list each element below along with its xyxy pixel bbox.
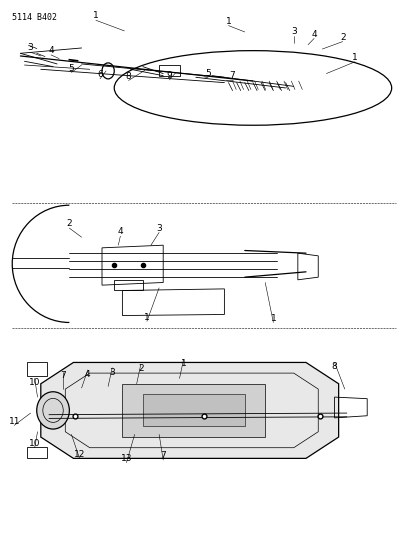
Text: 10: 10 xyxy=(29,439,40,448)
Text: 1: 1 xyxy=(226,17,231,26)
Text: 1: 1 xyxy=(352,53,358,62)
Text: 1: 1 xyxy=(271,314,276,322)
Text: 4: 4 xyxy=(118,228,123,236)
Text: 6: 6 xyxy=(97,70,103,79)
Text: 11: 11 xyxy=(9,417,20,425)
Text: 4: 4 xyxy=(85,370,91,378)
Text: 1: 1 xyxy=(93,12,99,20)
Text: 4: 4 xyxy=(311,30,317,38)
Text: 9: 9 xyxy=(166,71,172,80)
Text: 7: 7 xyxy=(160,451,166,460)
Text: 5: 5 xyxy=(205,69,211,78)
Polygon shape xyxy=(41,362,339,458)
Text: 5114 B402: 5114 B402 xyxy=(12,13,57,22)
Ellipse shape xyxy=(37,392,69,429)
Text: 1: 1 xyxy=(181,359,186,368)
Text: 13: 13 xyxy=(121,454,132,463)
Text: 8: 8 xyxy=(332,362,337,371)
Text: 3: 3 xyxy=(28,44,33,52)
Text: 8: 8 xyxy=(126,72,131,80)
Text: 5: 5 xyxy=(69,64,74,72)
Text: 7: 7 xyxy=(60,372,66,380)
Text: 3: 3 xyxy=(109,368,115,376)
Text: 12: 12 xyxy=(74,450,85,458)
Text: 4: 4 xyxy=(48,46,54,55)
Text: 1: 1 xyxy=(144,313,150,321)
Text: 2: 2 xyxy=(340,33,346,42)
Text: 3: 3 xyxy=(291,28,297,36)
Text: 10: 10 xyxy=(29,378,40,387)
Text: 3: 3 xyxy=(156,224,162,232)
Text: 7: 7 xyxy=(230,71,235,80)
Polygon shape xyxy=(122,384,265,437)
Text: 2: 2 xyxy=(138,365,144,373)
Text: 2: 2 xyxy=(67,220,72,228)
Polygon shape xyxy=(143,394,245,426)
